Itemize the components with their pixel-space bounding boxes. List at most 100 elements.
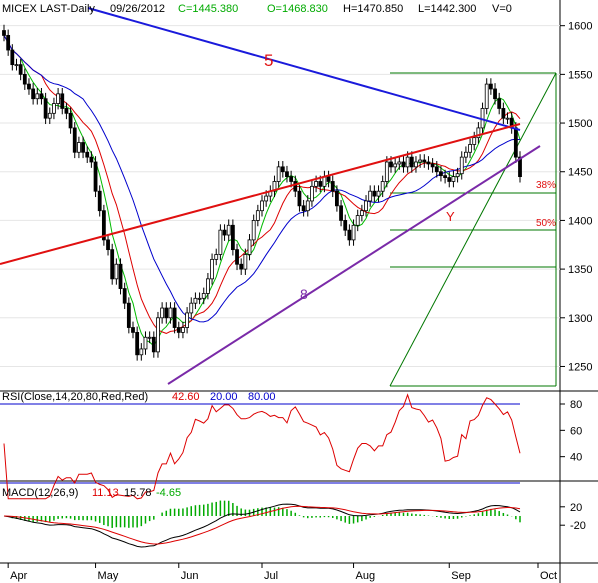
price-tick-label: 1400: [568, 215, 592, 227]
candle-body: [472, 137, 477, 145]
candle: [347, 224, 352, 246]
candlesticks: [2, 24, 522, 361]
macd-signal-value: 15.78: [124, 487, 152, 499]
candle-body: [318, 181, 323, 187]
candle: [355, 209, 360, 232]
candle: [518, 151, 522, 183]
rsi-title: RSI(Close,14,20,80,Red,Red): [2, 391, 148, 403]
candle: [459, 151, 464, 180]
chart-header: MICEX LAST-Daily 09/26/2012 C=1445.380 O…: [2, 3, 512, 15]
candle-body: [110, 249, 115, 280]
candle-body: [405, 156, 410, 168]
candle: [122, 282, 127, 310]
candle: [235, 243, 239, 271]
candle: [97, 185, 102, 217]
candle: [206, 273, 210, 300]
candle-body: [364, 200, 368, 212]
candle-body: [172, 307, 177, 328]
candle: [409, 151, 414, 173]
candle-body: [443, 175, 447, 178]
candle: [193, 292, 198, 310]
candle-body: [301, 205, 306, 212]
candle-body: [347, 229, 352, 241]
candle-body: [18, 64, 23, 75]
candle-body: [39, 93, 44, 100]
candle: [251, 214, 256, 246]
candle-body: [222, 229, 227, 236]
candle: [426, 156, 431, 170]
month-label: Aug: [356, 570, 376, 582]
candle-body: [293, 181, 298, 192]
candle: [218, 224, 223, 261]
candle: [439, 165, 443, 182]
candle: [147, 331, 152, 344]
candle-body: [239, 263, 244, 270]
candle: [47, 107, 52, 125]
candle-body: [389, 161, 393, 168]
candle-body: [255, 210, 260, 221]
candle: [443, 169, 447, 184]
wave-8-label: 8: [300, 286, 308, 302]
candle-body: [206, 278, 210, 294]
candle: [43, 92, 48, 125]
candle: [114, 258, 119, 285]
candle: [189, 297, 194, 319]
candle: [280, 161, 285, 178]
candle-body: [52, 103, 56, 114]
date-axis: Apr May Jun Jul Aug Sep Oct: [7, 563, 557, 582]
wave-5-label: 5: [264, 51, 273, 70]
fib-50-label: 50%: [536, 218, 556, 229]
candle: [135, 326, 140, 361]
candle-body: [426, 161, 431, 165]
macd-axis: 20 -20: [560, 502, 586, 532]
macd-hist-value: -4.65: [156, 487, 181, 499]
candle: [434, 161, 439, 178]
candle-body: [484, 83, 489, 109]
candle-body: [210, 258, 214, 280]
candle-body: [118, 263, 123, 289]
candle-body: [264, 195, 269, 202]
candle-body: [430, 163, 435, 168]
candle: [10, 44, 15, 71]
price-tick-label: 1350: [568, 264, 592, 276]
candle-body: [464, 151, 468, 158]
candle: [501, 102, 506, 125]
candle: [197, 292, 202, 305]
candle-body: [326, 176, 331, 182]
rsi-header: RSI(Close,14,20,80,Red,Red) 42.60 20.00 …: [2, 391, 276, 403]
price-axis: 1250 1300 1350 1400 1450 1500 1550 1600: [560, 21, 592, 373]
candle-body: [393, 163, 398, 168]
candle: [230, 219, 235, 256]
candle: [77, 136, 81, 159]
candle: [181, 321, 185, 339]
candle-body: [97, 190, 102, 212]
candle: [414, 156, 418, 173]
candle-body: [139, 348, 144, 356]
candle-body: [47, 112, 52, 119]
candle-body: [181, 327, 185, 333]
candle: [168, 302, 173, 324]
candle-body: [368, 190, 373, 202]
candle: [330, 175, 335, 198]
price-tick-label: 1500: [568, 118, 592, 130]
candle: [455, 167, 460, 183]
candle: [401, 156, 406, 173]
candle: [14, 58, 19, 71]
candle-body: [56, 93, 60, 104]
candle-body: [14, 64, 19, 67]
trend-line-blue: [87, 7, 521, 131]
candle-body: [2, 30, 6, 36]
candle-body: [160, 307, 165, 319]
candle-body: [214, 254, 219, 260]
candle-body: [447, 177, 452, 182]
candle-body: [468, 144, 472, 153]
candle: [131, 321, 135, 339]
candle-body: [359, 210, 364, 216]
candle: [2, 24, 6, 42]
month-label: Oct: [540, 570, 557, 582]
candle-body: [89, 156, 94, 163]
candle: [368, 185, 373, 207]
candle: [255, 204, 260, 227]
candle-body: [31, 88, 36, 100]
candle-body: [235, 249, 239, 265]
